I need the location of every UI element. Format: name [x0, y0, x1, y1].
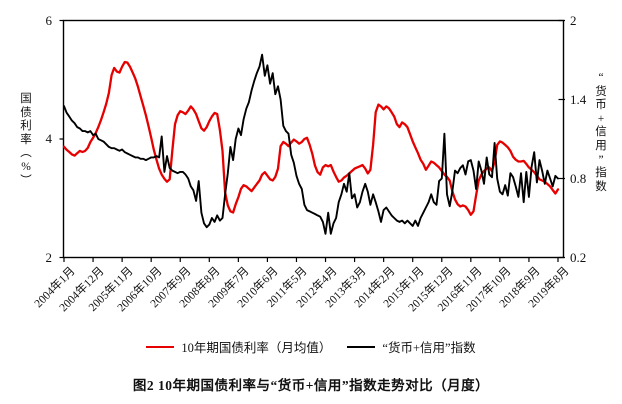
- right-axis-tick-label: 0.8: [570, 170, 587, 186]
- left-axis-tick-label: 2: [45, 249, 53, 265]
- legend-item-bond-yield: 10年期国债利率（月均值）: [146, 337, 331, 356]
- right-axis-tick-label: 1.4: [570, 91, 587, 107]
- right-axis-tick-label: 2: [570, 12, 577, 28]
- left-axis-tick-label: 4: [45, 131, 53, 146]
- legend-item-credit-index: “货币+信用”指数: [347, 337, 476, 356]
- plot-border: [62, 19, 565, 259]
- bond-yield-line: [62, 60, 560, 216]
- black-line-swatch: [347, 345, 376, 348]
- left-axis-tick-label: 6: [45, 12, 53, 28]
- legend-label-bond-yield: 10年期国债利率（月均值）: [181, 341, 332, 355]
- figure-caption: 图2 10年期国债利率与“货币+信用”指数走势对比（月度）: [132, 378, 490, 393]
- red-line-swatch: [146, 345, 175, 348]
- legend-label-credit-index: “货币+信用”指数: [382, 341, 476, 355]
- left-axis-title: 国债利率 ︵% ︶: [20, 93, 32, 187]
- right-axis-tick-label: 0.2: [570, 249, 587, 265]
- legend: 10年期国债利率（月均值） “货币+信用”指数: [0, 337, 622, 356]
- credit-index-line: [63, 53, 559, 235]
- right-axis-title: “货币 + 信用” 指数: [595, 72, 607, 193]
